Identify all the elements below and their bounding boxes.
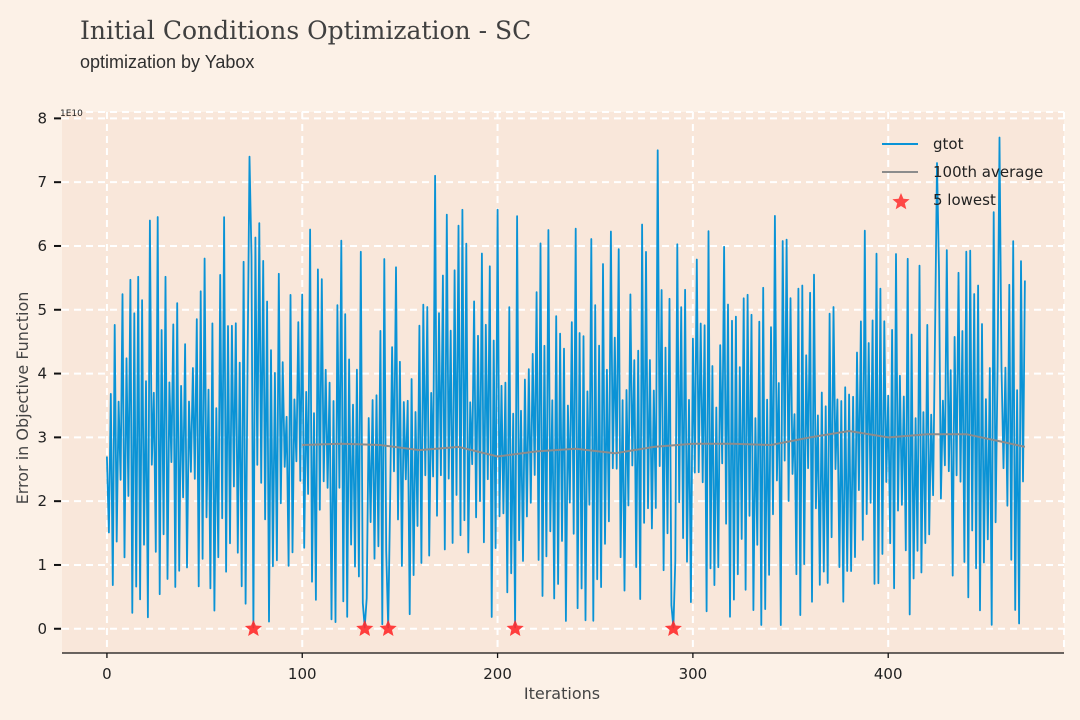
legend: gtot 100th average 5 lowest [882,135,1043,210]
x-tick-label-4: 400 [874,665,903,683]
lowest-marker-1 [356,619,374,636]
y-tick-label-2: 2 [37,492,47,510]
x-tick-label-2: 200 [483,665,512,683]
x-tick-label-0: 0 [102,665,112,683]
lowest-marker-2 [379,619,397,636]
y-tick-label-7: 7 [37,173,47,191]
chart-title: Initial Conditions Optimization - SC [80,16,532,45]
legend-label-lowest: 5 lowest [933,191,996,209]
x-axis-label: Iterations [524,684,600,703]
chart-subtitle: optimization by Yabox [80,52,255,72]
lowest-markers [244,619,682,636]
y-axis-label: Error in Objective Function [13,292,32,505]
x-tick-label-1: 100 [288,665,317,683]
y-tick-label-4: 4 [37,365,47,383]
series-gtot [106,136,1026,629]
y-tick-label-6: 6 [37,237,47,255]
lowest-marker-3 [506,619,524,636]
legend-swatch-lowest [892,193,910,210]
lowest-marker-0 [244,619,262,636]
y-offset-label: 1E10 [60,109,83,119]
y-tick-label-5: 5 [37,301,47,319]
x-tick-label-3: 300 [679,665,708,683]
lowest-marker-4 [664,619,682,636]
axes: 0 100 200 300 400 0 1 2 3 4 5 6 7 8 [37,109,1064,683]
legend-label-average: 100th average [933,163,1043,181]
legend-label-gtot: gtot [933,135,964,153]
y-tick-label-8: 8 [37,109,47,127]
series-gtot-line [106,136,1026,629]
y-tick-label-0: 0 [37,620,47,638]
y-tick-label-3: 3 [37,428,47,446]
y-tick-label-1: 1 [37,556,47,574]
series-average-line [302,429,1026,458]
series-average [302,429,1026,458]
